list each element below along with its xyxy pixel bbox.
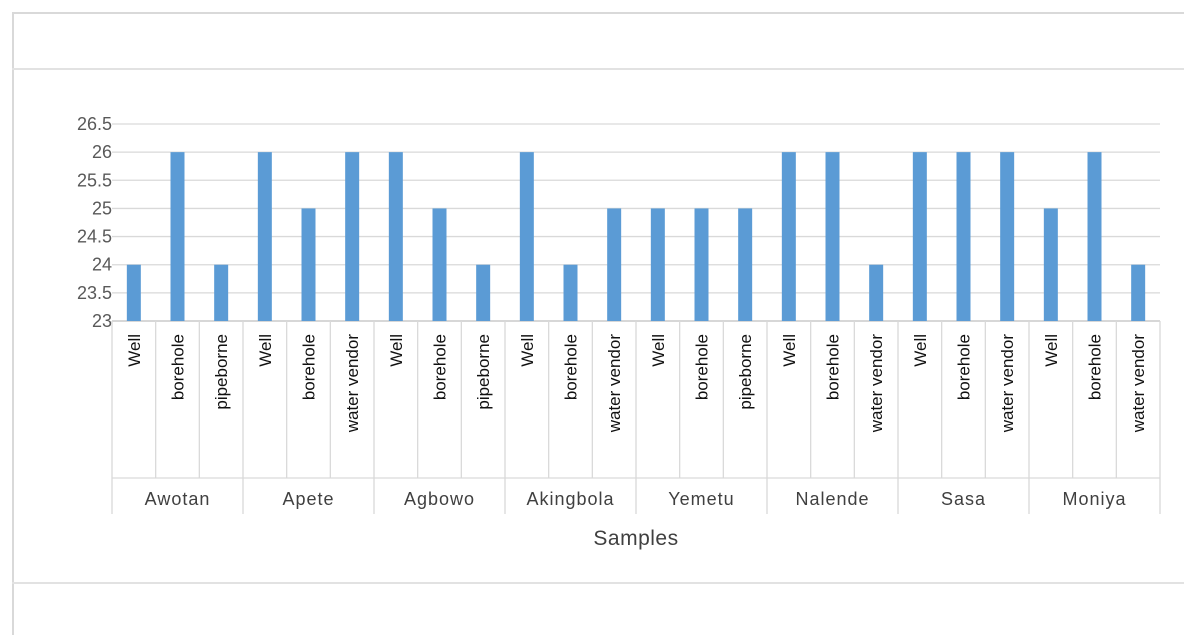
x-category-label: borehole bbox=[169, 334, 188, 400]
x-category-label: Well bbox=[1042, 334, 1061, 367]
x-group-label: Nalende bbox=[795, 489, 869, 509]
bar bbox=[214, 264, 229, 321]
bar bbox=[519, 152, 534, 321]
x-category-label: water vendor bbox=[605, 334, 624, 434]
x-category-label: water vendor bbox=[998, 334, 1017, 434]
y-tick-label: 23.5 bbox=[77, 283, 112, 303]
x-category-label: borehole bbox=[1086, 334, 1105, 400]
bar bbox=[650, 208, 665, 321]
bar bbox=[563, 264, 578, 321]
x-category-label: borehole bbox=[693, 334, 712, 400]
bar bbox=[1000, 152, 1015, 321]
bars bbox=[126, 152, 1146, 321]
x-category-label: pipeborne bbox=[212, 334, 231, 410]
x-category-label: Well bbox=[911, 334, 930, 367]
bar bbox=[388, 152, 403, 321]
bottom-divider bbox=[12, 582, 1184, 584]
chart-frame bbox=[12, 12, 1184, 635]
x-category-label: Well bbox=[780, 334, 799, 367]
x-category-label: Well bbox=[649, 334, 668, 367]
y-tick-label: 26.5 bbox=[77, 114, 112, 134]
bar bbox=[170, 152, 185, 321]
bar bbox=[956, 152, 971, 321]
bar bbox=[257, 152, 272, 321]
bar bbox=[607, 208, 622, 321]
x-category-label: Well bbox=[518, 334, 537, 367]
x-category-label: borehole bbox=[824, 334, 843, 400]
x-category-label: water vendor bbox=[867, 334, 886, 434]
x-category-label: Well bbox=[125, 334, 144, 367]
y-tick-label: 25.5 bbox=[77, 170, 112, 190]
bar bbox=[912, 152, 927, 321]
bar bbox=[1087, 152, 1102, 321]
bar bbox=[301, 208, 316, 321]
x-category-label: pipeborne bbox=[474, 334, 493, 410]
y-tick-label: 25 bbox=[92, 198, 112, 218]
x-category-label: borehole bbox=[955, 334, 974, 400]
bar bbox=[869, 264, 884, 321]
bar bbox=[126, 264, 141, 321]
y-tick-label: 23 bbox=[92, 311, 112, 331]
bar bbox=[738, 208, 753, 321]
bar bbox=[781, 152, 796, 321]
x-category-label: water vendor bbox=[1129, 334, 1148, 434]
x-group-label: Awotan bbox=[145, 489, 211, 509]
y-tick-label: 24.5 bbox=[77, 227, 112, 247]
x-group-label: Apete bbox=[282, 489, 334, 509]
bar bbox=[1131, 264, 1146, 321]
x-group-label: Agbowo bbox=[404, 489, 475, 509]
x-category-label: pipeborne bbox=[736, 334, 755, 410]
y-tick-label: 26 bbox=[92, 142, 112, 162]
x-group-label: Akingbola bbox=[526, 489, 614, 509]
x-category-label: borehole bbox=[431, 334, 450, 400]
x-category-label: borehole bbox=[300, 334, 319, 400]
x-category-label: borehole bbox=[562, 334, 581, 400]
bar bbox=[432, 208, 447, 321]
bar bbox=[694, 208, 709, 321]
x-category-label: Well bbox=[387, 334, 406, 367]
bar bbox=[1043, 208, 1058, 321]
y-axis-ticks: 23 23.5 24 24.5 25 25.5 26 26.5 bbox=[77, 114, 112, 331]
top-divider bbox=[12, 68, 1184, 70]
x-group-label: Sasa bbox=[941, 489, 986, 509]
x-group-label: Yemetu bbox=[668, 489, 734, 509]
y-tick-label: 24 bbox=[92, 255, 112, 275]
x-axis: Well borehole pipeborne Well borehole water v… bbox=[111, 321, 1161, 514]
bar bbox=[345, 152, 360, 321]
bar bbox=[825, 152, 840, 321]
x-axis-title: Samples bbox=[593, 527, 678, 550]
x-category-label: Well bbox=[256, 334, 275, 367]
x-group-label: Moniya bbox=[1062, 489, 1126, 509]
x-category-label: water vendor bbox=[343, 334, 362, 434]
bar bbox=[476, 264, 491, 321]
